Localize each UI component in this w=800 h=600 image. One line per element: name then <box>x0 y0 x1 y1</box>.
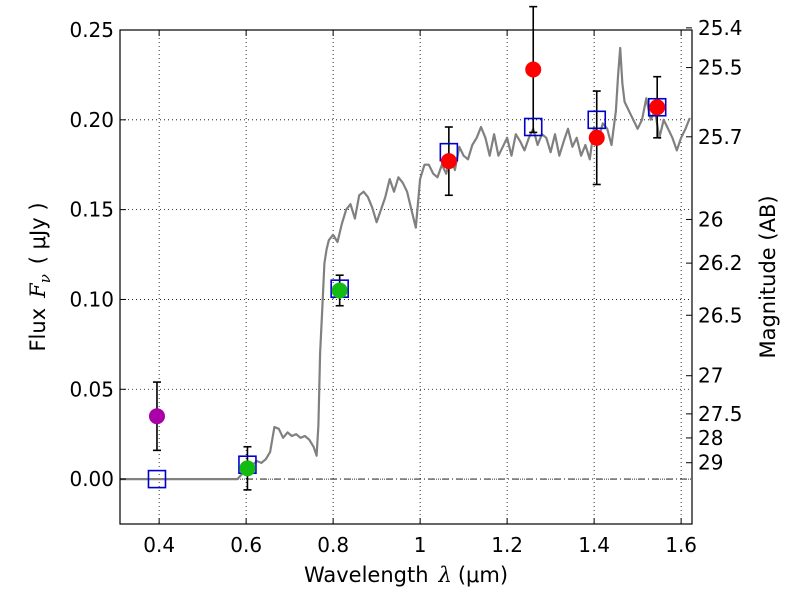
x-axis-ticks: 0.4 0.6 0.8 1 1.2 1.4 1.6 <box>143 30 697 557</box>
x-tick-label: 1 <box>414 533 427 557</box>
y2-tick-label: 26 <box>698 207 723 231</box>
y-tick-label: 0.10 <box>69 287 114 311</box>
plot-frame <box>119 29 693 525</box>
x-tick-label: 1.6 <box>665 533 697 557</box>
model-flux-marker <box>587 110 607 130</box>
observed-flux-point <box>148 408 165 425</box>
photometry-band-1.26 <box>523 5 543 137</box>
y2-tick-label: 25.5 <box>698 56 743 80</box>
y-tick-label: 0.20 <box>69 108 114 132</box>
x-axis-title: Wavelength λ (μm) <box>304 563 508 587</box>
model-sed-line <box>120 46 691 481</box>
model-sed <box>120 46 691 481</box>
x-tick-label: 1.4 <box>578 533 610 557</box>
y-axis-ticks: 0.00 0.05 0.10 0.15 0.20 0.25 <box>69 18 126 491</box>
model-flux-marker <box>523 117 543 137</box>
observed-flux-point <box>239 460 256 477</box>
model-flux-marker <box>647 97 667 117</box>
x-tick-label: 0.6 <box>230 533 262 557</box>
observed-flux-point <box>649 99 666 116</box>
y2-tick-label: 26.2 <box>698 251 743 275</box>
y-tick-label: 0.15 <box>69 198 114 222</box>
y-axis-symbol: F <box>26 282 50 299</box>
photometry-band-0.40 <box>147 381 167 489</box>
y-axis-title: Flux Fν ( μJy ) <box>26 202 54 351</box>
y-axis-label: Flux <box>26 308 50 352</box>
y-tick-label: 0.00 <box>69 467 114 491</box>
photometry <box>147 5 667 491</box>
y2-tick-label: 29 <box>698 451 723 475</box>
y2-axis-title: Magnitude (AB) <box>756 195 780 358</box>
y-axis-unit: ( μJy ) <box>26 202 50 264</box>
y2-tick-label: 27.5 <box>698 402 743 426</box>
observed-flux-point <box>525 61 542 78</box>
observed-flux-point <box>588 129 605 146</box>
photometry-band-0.60 <box>238 445 257 491</box>
photometry-band-1.54 <box>647 75 667 139</box>
x-tick-label: 0.8 <box>317 533 349 557</box>
x-tick-label: 1.2 <box>491 533 523 557</box>
model-flux-marker <box>147 469 167 489</box>
observed-flux-point <box>331 282 348 299</box>
x-axis-label: Wavelength <box>304 563 429 587</box>
plot-background <box>120 30 692 524</box>
photometry-band-0.81 <box>330 274 349 307</box>
y2-tick-label: 25.7 <box>698 125 743 149</box>
observed-flux-point <box>440 153 457 170</box>
x-axis-unit: (μm) <box>458 563 508 587</box>
y2-tick-label: 28 <box>698 426 723 450</box>
y2-tick-label: 27 <box>698 364 723 388</box>
y-axis-subscript: ν <box>36 274 54 283</box>
y2-tick-label: 25.4 <box>698 16 743 40</box>
photometry-band-1.06 <box>439 126 459 197</box>
y-tick-label: 0.05 <box>69 377 114 401</box>
x-axis-symbol: λ <box>438 563 452 587</box>
photometry-band-1.41 <box>587 90 607 186</box>
y2-tick-label: 26.5 <box>698 303 743 327</box>
y-tick-label: 0.25 <box>69 18 114 42</box>
x-tick-label: 0.4 <box>143 533 175 557</box>
